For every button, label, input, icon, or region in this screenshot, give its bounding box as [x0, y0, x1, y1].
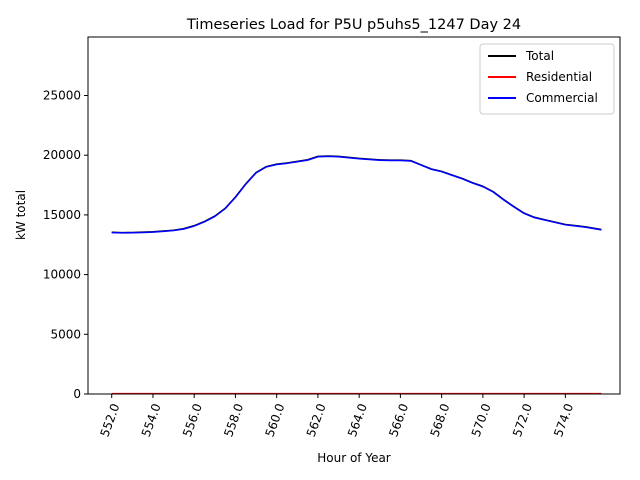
axes-frame — [87, 36, 621, 395]
series-line-commercial — [111, 155, 602, 234]
x-axis-ticks: 552.0 554.0 556.0 558.0 560.0 562.0 564.0 566.0… — [98, 394, 576, 439]
x-tick-label: 570.0 — [469, 402, 494, 439]
x-tick-label: 556.0 — [180, 402, 205, 439]
x-tick-label: 568.0 — [427, 402, 452, 439]
x-tick-label: 558.0 — [221, 402, 246, 439]
y-tick-label: 20000 — [43, 148, 81, 162]
y-tick-label: 15000 — [43, 208, 81, 222]
x-tick-label: 574.0 — [551, 402, 576, 439]
x-tick-label: 552.0 — [98, 402, 123, 439]
axes-layer — [87, 36, 621, 395]
x-tick-label: 562.0 — [304, 402, 329, 439]
x-tick-label: 566.0 — [386, 402, 411, 439]
y-tick-label: 10000 — [43, 268, 81, 282]
chart-title: Timeseries Load for P5U p5uhs5_1247 Day … — [186, 17, 521, 33]
y-tick-label: 5000 — [50, 327, 81, 341]
legend: Total Residential Commercial — [479, 43, 615, 115]
x-tick-label: 564.0 — [345, 402, 370, 439]
legend-box — [479, 43, 615, 115]
y-tick-label: 25000 — [43, 89, 81, 103]
y-tick-label: 0 — [73, 387, 81, 401]
y-axis-title: kW total — [14, 190, 28, 240]
x-axis-title: Hour of Year — [317, 451, 391, 465]
x-tick-label: 554.0 — [139, 402, 164, 439]
x-tick-label: 560.0 — [263, 402, 288, 439]
x-tick-label: 572.0 — [510, 402, 535, 439]
y-axis-ticks: 0 5000 10000 15000 20000 25000 — [43, 89, 88, 401]
legend-label-total: Total — [525, 49, 554, 63]
legend-label-commercial: Commercial — [526, 91, 598, 105]
legend-label-residential: Residential — [526, 70, 592, 84]
